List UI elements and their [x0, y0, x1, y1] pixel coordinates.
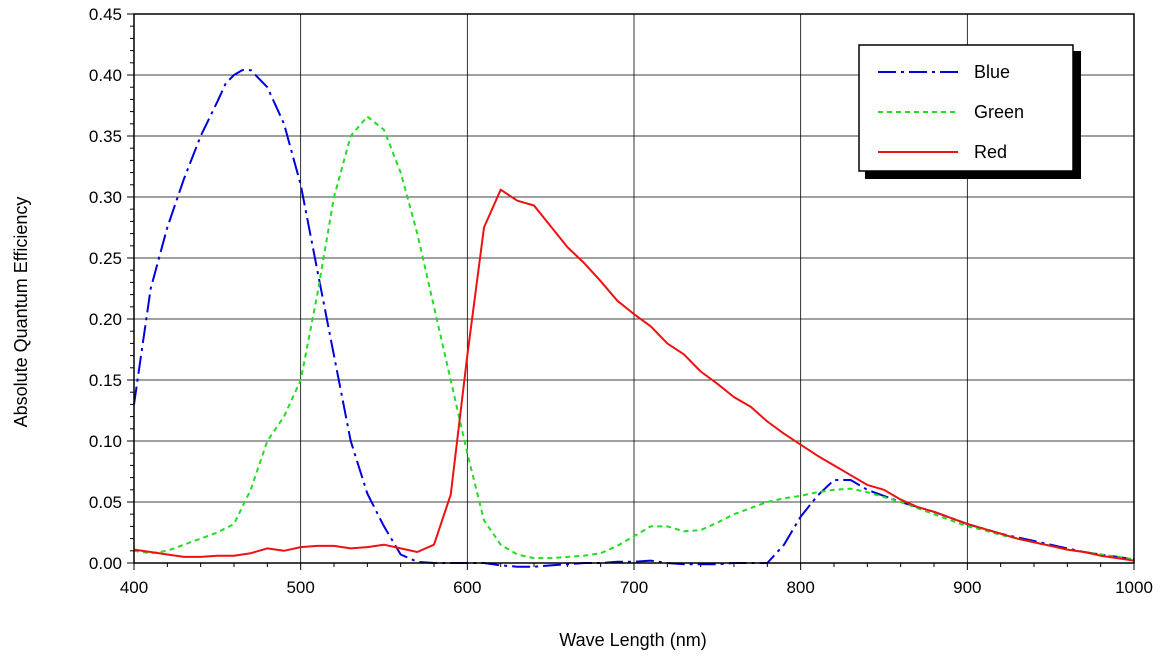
x-tick-label: 500	[286, 578, 314, 597]
legend-items: Blue Green Red	[878, 62, 1024, 162]
legend: Blue Green Red	[858, 44, 1081, 179]
legend-label-blue: Blue	[974, 62, 1010, 82]
series-lines	[133, 69, 1135, 568]
series-line-green	[133, 115, 1135, 561]
y-tick-label: 0.05	[89, 493, 122, 512]
x-axis-title: Wave Length (nm)	[559, 630, 706, 650]
legend-label-red: Red	[974, 142, 1007, 162]
x-tick-label: 800	[786, 578, 814, 597]
x-tick-label: 600	[453, 578, 481, 597]
legend-label-green: Green	[974, 102, 1024, 122]
x-tick-label: 1000	[1115, 578, 1153, 597]
y-tick-label: 0.10	[89, 432, 122, 451]
y-tick-labels: 0.00 0.05 0.10 0.15 0.20 0.25 0.30 0.35 0.40 0.45	[89, 5, 122, 573]
plot-frame	[133, 13, 1135, 564]
y-tick-label: 0.00	[89, 554, 122, 573]
x-tick-label: 400	[120, 578, 148, 597]
y-tick-label: 0.30	[89, 188, 122, 207]
y-tick-label: 0.15	[89, 371, 122, 390]
series-line-red	[133, 188, 1135, 562]
legend-box	[858, 44, 1074, 172]
y-axis-title: Absolute Quantum Efficiency	[11, 197, 31, 428]
y-tick-label: 0.35	[89, 127, 122, 146]
minor-ticks	[127, 13, 1135, 570]
y-tick-label: 0.45	[89, 5, 122, 24]
x-tick-label: 900	[953, 578, 981, 597]
y-tick-label: 0.20	[89, 310, 122, 329]
y-tick-label: 0.25	[89, 249, 122, 268]
x-tick-labels: 400 500 600 700 800 900 1000	[120, 578, 1153, 597]
x-tick-label: 700	[620, 578, 648, 597]
y-tick-label: 0.40	[89, 66, 122, 85]
